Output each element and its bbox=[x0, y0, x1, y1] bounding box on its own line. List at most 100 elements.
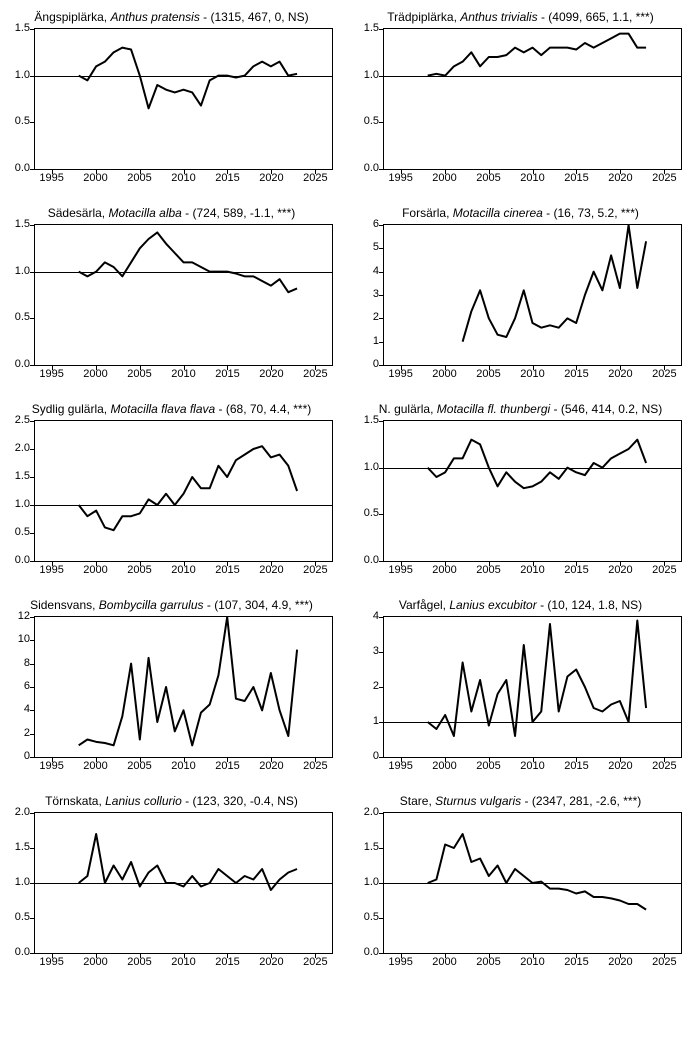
x-tick-label: 2015 bbox=[215, 564, 239, 576]
chart-area: 1.51.00.50.0 bbox=[359, 28, 682, 170]
chart-panel: N. gulärla, Motacilla fl. thunbergi - (5… bbox=[359, 402, 682, 578]
x-tick-label: 1995 bbox=[388, 760, 412, 772]
x-tick-label: 2000 bbox=[83, 564, 107, 576]
chart-panel: Stare, Sturnus vulgaris - (2347, 281, -2… bbox=[359, 794, 682, 970]
chart-area: 2.01.51.00.50.0 bbox=[359, 812, 682, 954]
x-tick-label: 2000 bbox=[432, 956, 456, 968]
x-tick-label: 2020 bbox=[608, 760, 632, 772]
panel-title: Forsärla, Motacilla cinerea - (16, 73, 5… bbox=[359, 206, 682, 220]
x-tick-label: 2025 bbox=[303, 172, 327, 184]
x-tick-label: 2025 bbox=[303, 564, 327, 576]
y-axis-labels: 43210 bbox=[359, 616, 383, 756]
common-name: Sydlig gulärla bbox=[32, 402, 104, 416]
chart-panel: Törnskata, Lanius collurio - (123, 320, … bbox=[10, 794, 333, 970]
latin-name: Sturnus vulgaris bbox=[435, 794, 521, 808]
x-tick-label: 2025 bbox=[303, 760, 327, 772]
x-tick-label: 1995 bbox=[388, 956, 412, 968]
x-tick-label: 2000 bbox=[83, 368, 107, 380]
latin-name: Anthus trivialis bbox=[460, 10, 537, 24]
series-line bbox=[35, 813, 332, 953]
latin-name: Motacilla fl. thunbergi bbox=[437, 402, 550, 416]
plot bbox=[383, 616, 682, 758]
x-tick-label: 2010 bbox=[171, 760, 195, 772]
x-tick-label: 2000 bbox=[432, 368, 456, 380]
common-name: Sidensvans bbox=[30, 598, 92, 612]
x-tick-label: 2020 bbox=[608, 564, 632, 576]
plot bbox=[34, 224, 333, 366]
x-tick-label: 2005 bbox=[476, 564, 500, 576]
series-line bbox=[384, 617, 681, 757]
plot bbox=[383, 812, 682, 954]
panel-meta: (724, 589, -1.1, ***) bbox=[193, 206, 296, 220]
panel-title: N. gulärla, Motacilla fl. thunbergi - (5… bbox=[359, 402, 682, 416]
chart-panel: Forsärla, Motacilla cinerea - (16, 73, 5… bbox=[359, 206, 682, 382]
x-tick-label: 2025 bbox=[652, 760, 676, 772]
x-tick-label: 2020 bbox=[608, 956, 632, 968]
panel-meta: (2347, 281, -2.6, ***) bbox=[532, 794, 641, 808]
series-line bbox=[35, 617, 332, 757]
latin-name: Motacilla alba bbox=[108, 206, 181, 220]
chart-area: 1.51.00.50.0 bbox=[10, 28, 333, 170]
plot bbox=[34, 812, 333, 954]
common-name: Törnskata bbox=[45, 794, 98, 808]
x-tick-label: 2015 bbox=[564, 760, 588, 772]
x-tick-label: 2005 bbox=[476, 172, 500, 184]
x-tick-label: 2015 bbox=[564, 172, 588, 184]
x-tick-label: 1995 bbox=[39, 368, 63, 380]
panel-meta: (16, 73, 5.2, ***) bbox=[554, 206, 639, 220]
latin-name: Bombycilla garrulus bbox=[99, 598, 204, 612]
y-axis-labels: 1.51.00.50.0 bbox=[359, 420, 383, 560]
x-tick-label: 2025 bbox=[303, 956, 327, 968]
plot bbox=[34, 420, 333, 562]
y-axis-labels: 1.51.00.50.0 bbox=[10, 224, 34, 364]
panel-meta: (10, 124, 1.8, NS) bbox=[547, 598, 642, 612]
chart-area: 1.51.00.50.0 bbox=[359, 420, 682, 562]
x-tick-label: 1995 bbox=[39, 760, 63, 772]
chart-area: 43210 bbox=[359, 616, 682, 758]
panel-title: Sädesärla, Motacilla alba - (724, 589, -… bbox=[10, 206, 333, 220]
panel-meta: (546, 414, 0.2, NS) bbox=[561, 402, 662, 416]
x-tick-label: 2020 bbox=[259, 956, 283, 968]
common-name: N. gulärla bbox=[379, 402, 430, 416]
latin-name: Lanius excubitor bbox=[449, 598, 536, 612]
x-tick-label: 2010 bbox=[520, 956, 544, 968]
chart-area: 2.52.01.51.00.50.0 bbox=[10, 420, 333, 562]
plot bbox=[383, 224, 682, 366]
x-axis-labels: 1995200020052010201520202025 bbox=[34, 564, 333, 578]
x-tick-label: 2005 bbox=[127, 956, 151, 968]
x-tick-label: 2000 bbox=[83, 172, 107, 184]
x-axis-labels: 1995200020052010201520202025 bbox=[383, 956, 682, 970]
x-tick-label: 2010 bbox=[171, 368, 195, 380]
panel-title: Ängspiplärka, Anthus pratensis - (1315, … bbox=[10, 10, 333, 24]
x-tick-label: 2025 bbox=[652, 956, 676, 968]
common-name: Forsärla bbox=[402, 206, 446, 220]
common-name: Trädpiplärka bbox=[387, 10, 453, 24]
y-axis-labels: 2.01.51.00.50.0 bbox=[10, 812, 34, 952]
panel-meta: (68, 70, 4.4, ***) bbox=[226, 402, 311, 416]
x-tick-label: 2005 bbox=[127, 760, 151, 772]
x-tick-label: 2020 bbox=[608, 172, 632, 184]
x-tick-label: 2020 bbox=[608, 368, 632, 380]
x-tick-label: 2020 bbox=[259, 564, 283, 576]
x-axis-labels: 1995200020052010201520202025 bbox=[383, 172, 682, 186]
panel-title: Stare, Sturnus vulgaris - (2347, 281, -2… bbox=[359, 794, 682, 808]
common-name: Varfågel bbox=[399, 598, 443, 612]
x-tick-label: 2010 bbox=[520, 172, 544, 184]
x-tick-label: 2015 bbox=[564, 564, 588, 576]
x-tick-label: 2010 bbox=[171, 172, 195, 184]
plot bbox=[383, 420, 682, 562]
chart-panel: Varfågel, Lanius excubitor - (10, 124, 1… bbox=[359, 598, 682, 774]
x-tick-label: 1995 bbox=[388, 172, 412, 184]
x-axis-labels: 1995200020052010201520202025 bbox=[383, 760, 682, 774]
chart-panel: Sädesärla, Motacilla alba - (724, 589, -… bbox=[10, 206, 333, 382]
chart-area: 2.01.51.00.50.0 bbox=[10, 812, 333, 954]
x-tick-label: 1995 bbox=[39, 564, 63, 576]
chart-area: 6543210 bbox=[359, 224, 682, 366]
x-tick-label: 2020 bbox=[259, 172, 283, 184]
y-axis-labels: 121086420 bbox=[10, 616, 34, 756]
x-tick-label: 2015 bbox=[215, 172, 239, 184]
x-tick-label: 2025 bbox=[303, 368, 327, 380]
x-axis-labels: 1995200020052010201520202025 bbox=[34, 956, 333, 970]
x-tick-label: 2010 bbox=[520, 368, 544, 380]
plot bbox=[383, 28, 682, 170]
